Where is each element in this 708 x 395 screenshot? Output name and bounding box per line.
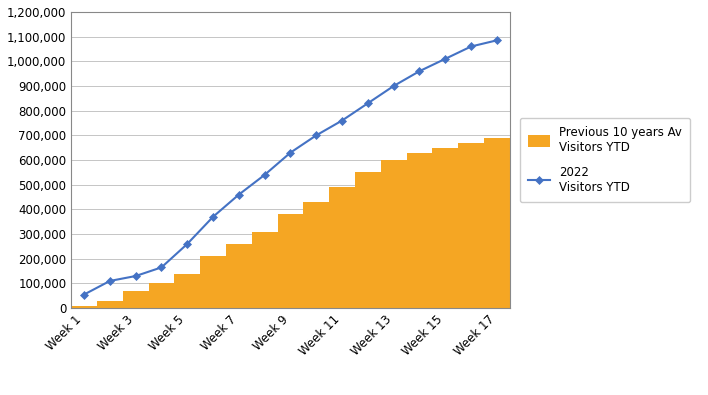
- Bar: [97, 301, 122, 308]
- Bar: [149, 284, 174, 308]
- 2022
Visitors YTD: [441, 56, 450, 61]
- 2022
Visitors YTD: [364, 101, 372, 105]
- 2022
Visitors YTD: [132, 274, 140, 278]
- 2022
Visitors YTD: [467, 44, 475, 49]
- 2022
Visitors YTD: [338, 118, 346, 123]
- 2022
Visitors YTD: [157, 265, 166, 270]
- Bar: [72, 306, 97, 308]
- 2022
Visitors YTD: [389, 84, 398, 88]
- Bar: [484, 138, 510, 308]
- 2022
Visitors YTD: [312, 133, 321, 138]
- 2022
Visitors YTD: [493, 38, 501, 43]
- 2022
Visitors YTD: [415, 69, 423, 73]
- 2022
Visitors YTD: [234, 192, 243, 197]
- Bar: [174, 274, 200, 308]
- Bar: [381, 160, 406, 308]
- Bar: [303, 202, 329, 308]
- 2022
Visitors YTD: [105, 278, 114, 283]
- 2022
Visitors YTD: [261, 173, 269, 177]
- Bar: [278, 214, 303, 308]
- Bar: [200, 256, 226, 308]
- 2022
Visitors YTD: [183, 242, 192, 246]
- Bar: [122, 291, 149, 308]
- 2022
Visitors YTD: [209, 214, 217, 219]
- Line: 2022
Visitors YTD: 2022 Visitors YTD: [81, 37, 500, 298]
- Bar: [226, 244, 252, 308]
- Bar: [329, 187, 355, 308]
- Bar: [355, 172, 381, 308]
- Bar: [406, 152, 433, 308]
- Bar: [252, 231, 278, 308]
- Legend: Previous 10 years Av
Visitors YTD, 2022
Visitors YTD: Previous 10 years Av Visitors YTD, 2022 …: [520, 118, 690, 202]
- Bar: [433, 148, 458, 308]
- 2022
Visitors YTD: [286, 150, 295, 155]
- Bar: [458, 143, 484, 308]
- 2022
Visitors YTD: [80, 292, 88, 297]
